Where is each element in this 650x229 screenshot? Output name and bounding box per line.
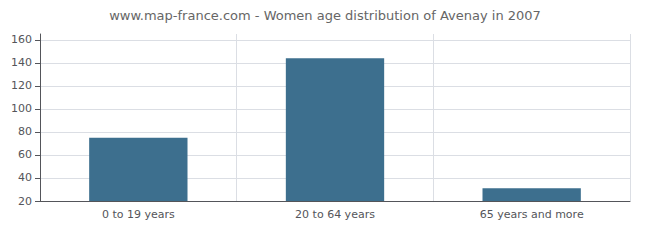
- svg-text:60: 60: [18, 148, 32, 161]
- svg-text:100: 100: [11, 102, 32, 115]
- svg-text:80: 80: [18, 125, 32, 138]
- svg-text:20: 20: [18, 195, 32, 208]
- svg-text:0 to 19 years: 0 to 19 years: [102, 208, 175, 221]
- svg-text:140: 140: [11, 56, 32, 69]
- svg-text:120: 120: [11, 79, 32, 92]
- svg-text:40: 40: [18, 171, 32, 184]
- svg-text:www.map-france.com - Women age: www.map-france.com - Women age distribut…: [109, 8, 541, 23]
- svg-text:65 years and more: 65 years and more: [480, 208, 584, 221]
- svg-text:20 to 64 years: 20 to 64 years: [295, 208, 375, 221]
- svg-text:160: 160: [11, 33, 32, 46]
